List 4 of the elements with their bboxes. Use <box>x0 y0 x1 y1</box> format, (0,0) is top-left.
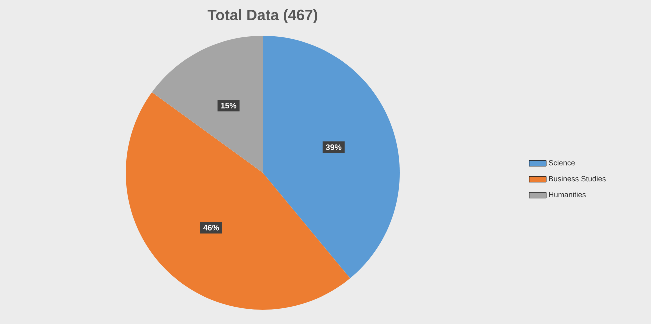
data-label: 46% <box>204 225 220 231</box>
chart-title: Total Data (467) <box>208 9 318 24</box>
data-label: 39% <box>326 144 342 150</box>
data-label: 15% <box>221 103 237 109</box>
